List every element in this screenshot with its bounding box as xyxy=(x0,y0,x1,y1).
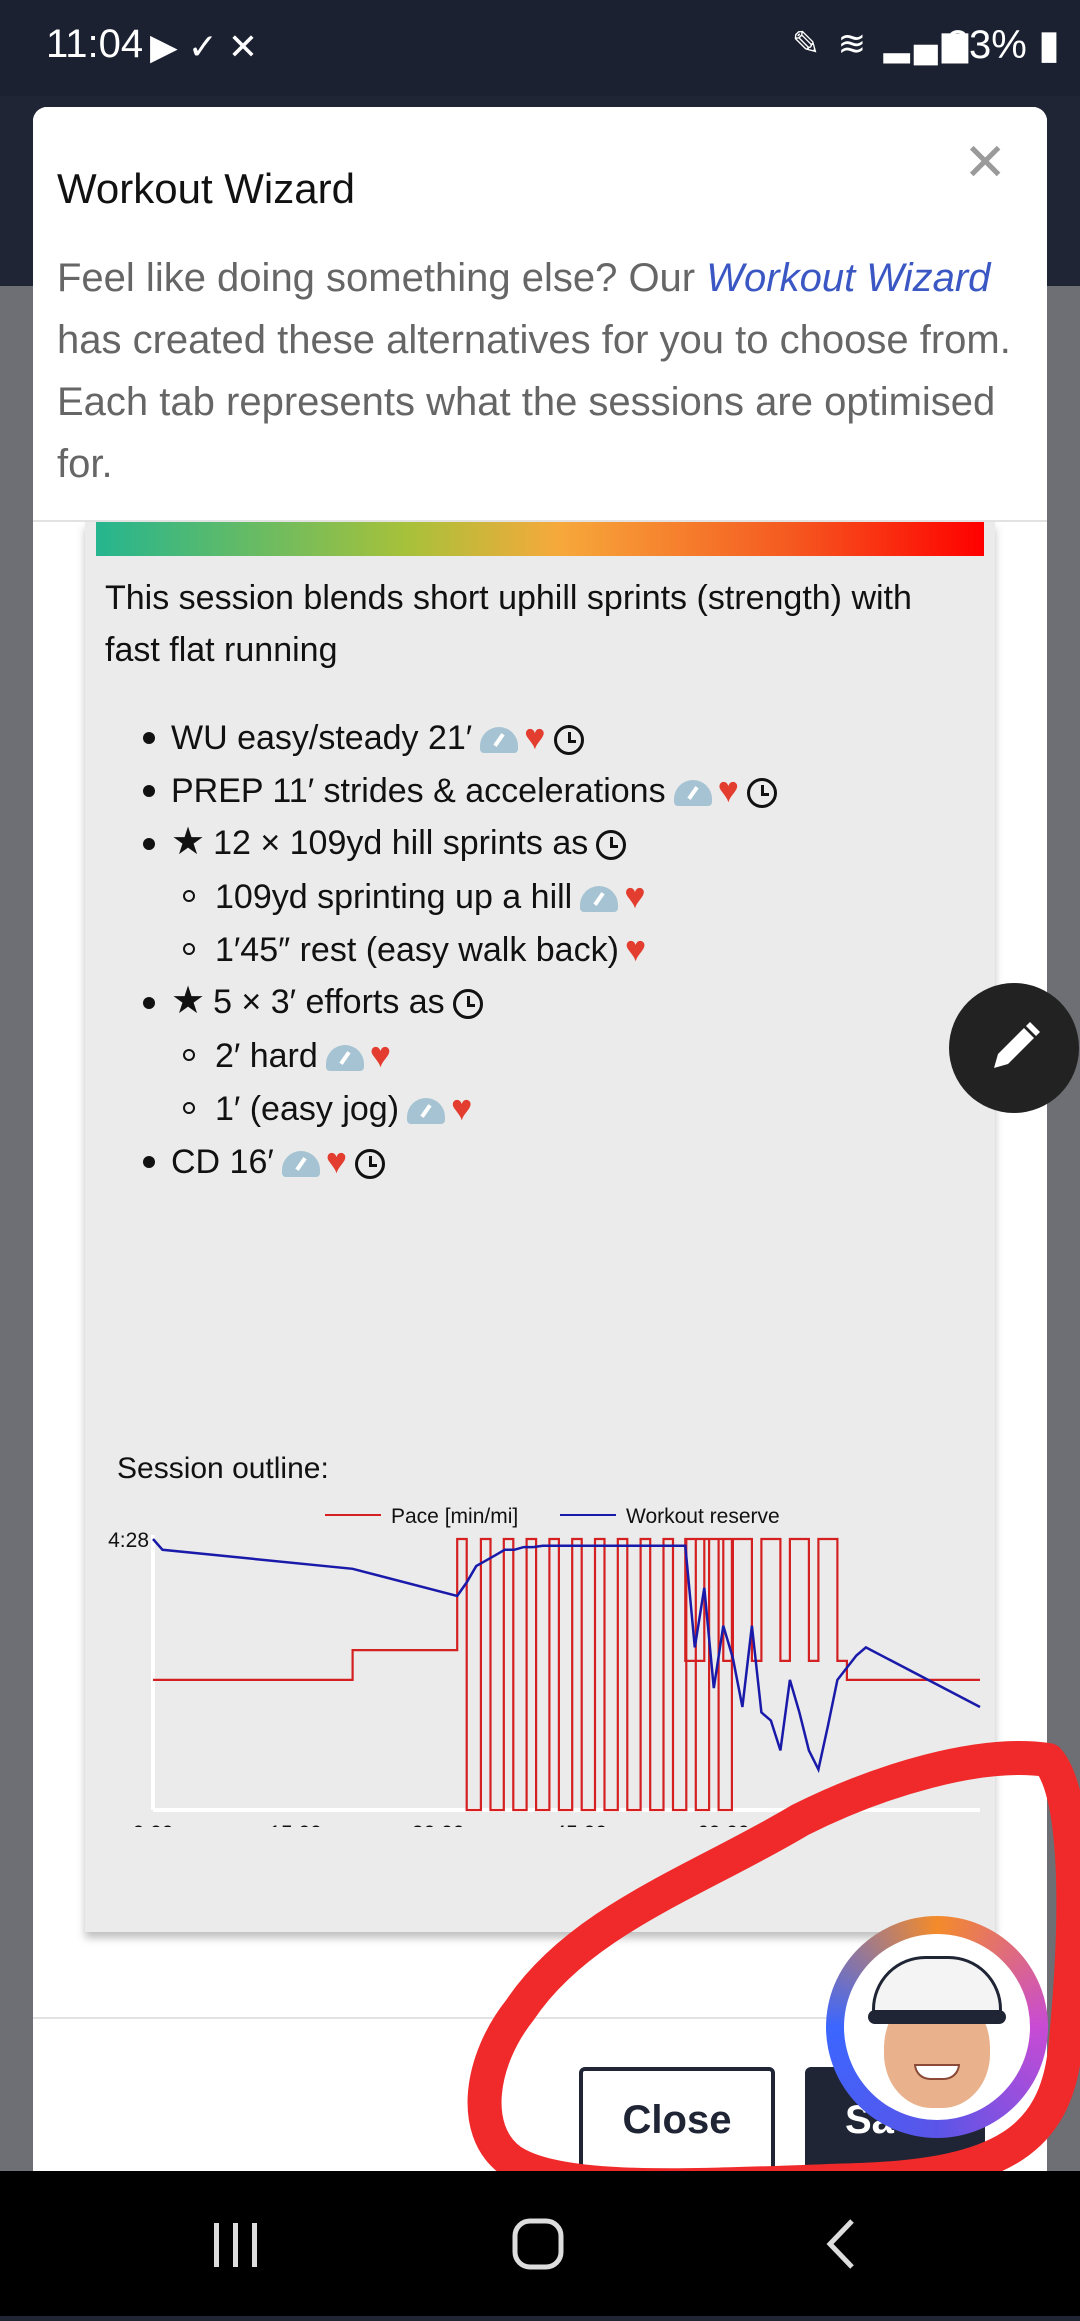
star-icon: ★ xyxy=(171,980,206,1022)
session-step-item: CD 16′ ♥ xyxy=(119,1134,979,1187)
edit-button[interactable] xyxy=(949,983,1079,1113)
x-tick-label: 45:00 xyxy=(554,1822,607,1827)
signal-icon: ▂▄▆ xyxy=(883,25,972,63)
heart-icon[interactable]: ♥ xyxy=(624,928,647,969)
bullet-marker xyxy=(183,1102,195,1114)
heart-icon[interactable]: ♥ xyxy=(325,1140,348,1181)
star-icon: ★ xyxy=(171,821,206,863)
step-text: WU easy/steady 21′ xyxy=(171,719,473,757)
step-text: 2′ hard xyxy=(215,1037,318,1075)
avatar-portrait xyxy=(844,1934,1030,2120)
bullet-marker xyxy=(143,732,155,744)
modal-header: Workout Wizard ✕ Feel like doing somethi… xyxy=(33,107,1047,522)
session-steps-list: WU easy/steady 21′ ♥ PREP 11′ strides & ac… xyxy=(119,710,979,1187)
mute-icon: ✎ xyxy=(791,25,825,63)
session-step-item: PREP 11′ strides & accelerations ♥ xyxy=(119,763,979,816)
back-icon xyxy=(826,2219,854,2269)
heart-icon[interactable]: ♥ xyxy=(369,1034,392,1075)
youtube-icon: ▶ xyxy=(150,26,178,67)
battery-icon: ▮ xyxy=(1037,23,1060,67)
session-step-item: 109yd sprinting up a hill ♥ xyxy=(119,869,979,922)
x-tick-label: 60:00 xyxy=(697,1822,750,1827)
step-text: 1′45″ rest (easy walk back) xyxy=(215,931,619,969)
session-step-item: WU easy/steady 21′ ♥ xyxy=(119,710,979,763)
modal-body: This session blends short uphill sprints… xyxy=(33,522,1047,2017)
coach-avatar[interactable] xyxy=(826,1916,1048,2138)
system-icons: ✎ ≋ ▂▄▆ xyxy=(792,24,972,64)
legend-label-reserve: Workout reserve xyxy=(626,1505,780,1528)
session-step-item: ★ 12 × 109yd hill sprints as xyxy=(119,816,979,869)
bullet-marker xyxy=(143,838,155,850)
wifi-icon: ≋ xyxy=(837,25,871,63)
status-bar: 11:04 ▶ ✓ ✕ ✎ ≋ ▂▄▆ 33% ▮ xyxy=(0,0,1080,96)
session-outline-chart: Pace [min/mi] Workout reserve 4:28 0:00 15:0… xyxy=(108,1505,981,1827)
battery-indicator: 33% ▮ xyxy=(947,22,1060,68)
session-step-item: 1′45″ rest (easy walk back) ♥ xyxy=(119,922,979,975)
description-text-rest: has created these alternatives for you t… xyxy=(57,318,1011,486)
pace-icon[interactable] xyxy=(673,780,712,807)
clock-icon[interactable] xyxy=(553,725,584,756)
bullet-marker xyxy=(143,1156,155,1168)
x-tick-label: 15:00 xyxy=(269,1822,322,1827)
x-app-icon: ✕ xyxy=(227,26,259,67)
step-text: PREP 11′ strides & accelerations xyxy=(171,772,666,810)
description-text: Feel like doing something else? Our xyxy=(57,256,707,300)
clock-icon[interactable] xyxy=(746,778,777,809)
pace-icon[interactable] xyxy=(281,1151,320,1178)
session-step-item: 2′ hard ♥ xyxy=(119,1028,979,1081)
series-line-pace xyxy=(153,1537,980,1812)
step-text: 5 × 3′ efforts as xyxy=(213,983,445,1021)
recents-button[interactable] xyxy=(136,2171,336,2316)
heart-icon[interactable]: ♥ xyxy=(451,1087,473,1128)
clock-icon[interactable] xyxy=(596,830,627,861)
modal-title: Workout Wizard xyxy=(57,165,355,212)
check-circle-icon: ✓ xyxy=(187,26,218,67)
intensity-gradient-bar xyxy=(96,522,984,556)
bullet-marker xyxy=(143,785,155,797)
heart-icon[interactable]: ♥ xyxy=(524,716,546,757)
step-text: 109yd sprinting up a hill xyxy=(215,878,573,916)
home-button[interactable] xyxy=(438,2171,638,2316)
modal-description: Feel like doing something else? Our Work… xyxy=(57,247,1037,495)
bullet-marker xyxy=(183,1049,195,1061)
clock-icon[interactable] xyxy=(452,989,483,1020)
bullet-marker xyxy=(183,943,195,955)
clock-icon[interactable] xyxy=(355,1149,386,1180)
series-line-workout-reserve xyxy=(152,1538,981,1774)
heart-icon[interactable]: ♥ xyxy=(624,875,646,916)
close-icon[interactable]: ✕ xyxy=(963,134,1007,192)
session-step-item: ★ 5 × 3′ efforts as xyxy=(119,975,979,1028)
pace-icon[interactable] xyxy=(407,1098,446,1125)
pace-icon[interactable] xyxy=(580,886,619,913)
pencil-icon xyxy=(994,1022,1040,1068)
session-outline-label: Session outline: xyxy=(117,1452,329,1485)
pace-icon[interactable] xyxy=(480,727,519,754)
home-icon xyxy=(512,2218,564,2270)
step-text: 12 × 109yd hill sprints as xyxy=(213,824,589,862)
android-nav-bar xyxy=(0,2171,1080,2316)
y-tick-label: 4:28 xyxy=(108,1529,149,1552)
pace-icon[interactable] xyxy=(325,1045,364,1072)
battery-percentage: 33% xyxy=(946,23,1027,67)
bullet-marker xyxy=(143,997,155,1009)
recents-icon xyxy=(214,2223,257,2267)
workout-wizard-modal: Workout Wizard ✕ Feel like doing somethi… xyxy=(33,107,1047,2171)
heart-icon[interactable]: ♥ xyxy=(717,769,739,810)
step-text: CD 16′ xyxy=(171,1143,274,1181)
notification-icons: ▶ ✓ ✕ xyxy=(150,26,258,68)
session-description: This session blends short uphill sprints… xyxy=(105,579,912,669)
step-text: 1′ (easy jog) xyxy=(215,1090,400,1128)
status-time: 11:04 xyxy=(46,22,144,66)
x-tick-label: 30:00 xyxy=(412,1822,465,1827)
back-button[interactable] xyxy=(740,2171,940,2316)
avatar-cap-brim xyxy=(868,2010,1006,2024)
workout-wizard-link[interactable]: Workout Wizard xyxy=(706,256,991,300)
close-button[interactable]: Close xyxy=(579,2067,775,2171)
avatar-cap-logo xyxy=(872,1956,1002,2016)
bullet-marker xyxy=(183,890,195,902)
session-card: This session blends short uphill sprints… xyxy=(85,522,995,1932)
x-tick-label: 0:00 xyxy=(133,1822,174,1827)
session-step-item: 1′ (easy jog) ♥ xyxy=(119,1081,979,1134)
legend-label-pace: Pace [min/mi] xyxy=(391,1505,518,1528)
